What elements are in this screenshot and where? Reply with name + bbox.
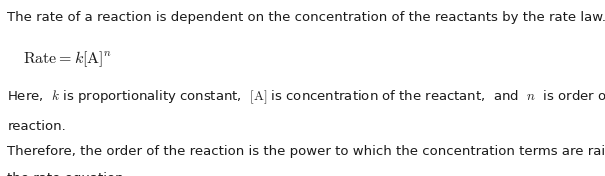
Text: the rate equation.: the rate equation.	[7, 172, 128, 176]
Text: reaction.: reaction.	[7, 120, 66, 133]
Text: The rate of a reaction is dependent on the concentration of the reactants by the: The rate of a reaction is dependent on t…	[7, 11, 605, 24]
Text: Here,  $k$ is proportionality constant,  $[\mathrm{A}]$ is concentration of the : Here, $k$ is proportionality constant, $…	[7, 88, 605, 106]
Text: $\mathrm{Rate} = k\mathrm{[A]}^n$: $\mathrm{Rate} = k\mathrm{[A]}^n$	[23, 49, 113, 69]
Text: Therefore, the order of the reaction is the power to which the concentration ter: Therefore, the order of the reaction is …	[7, 145, 605, 158]
